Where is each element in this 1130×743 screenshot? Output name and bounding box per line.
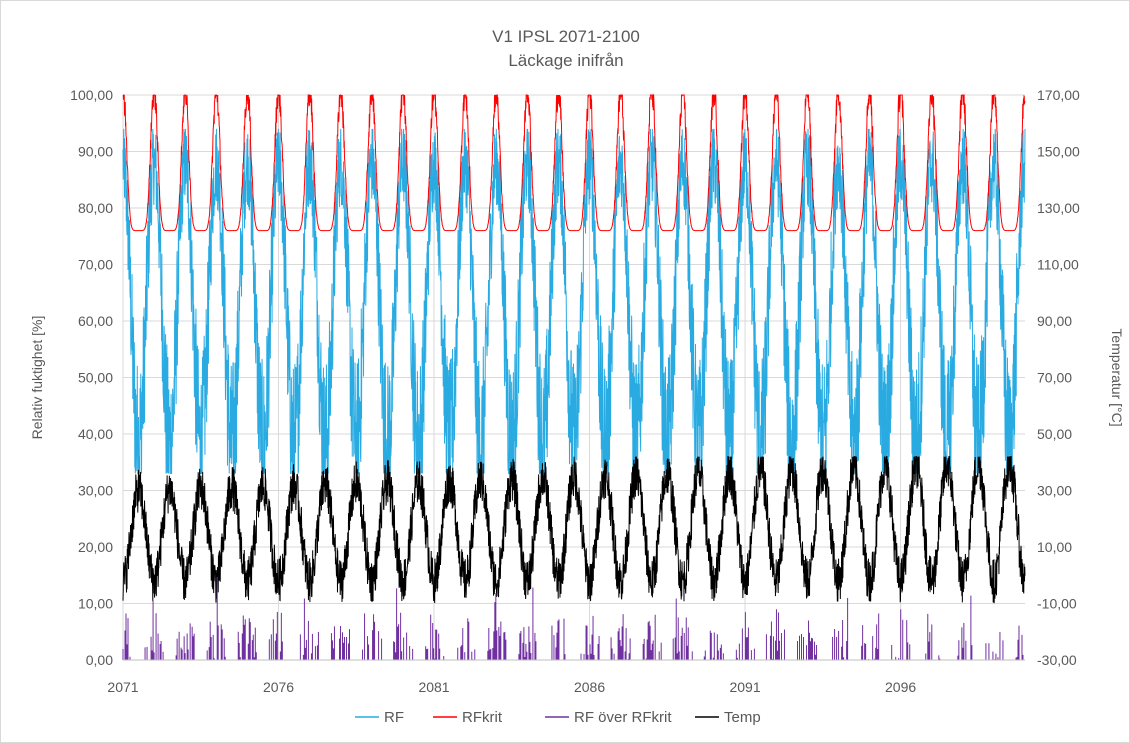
y2-tick-label: 130,00 [1037,200,1080,216]
y-tick-label: 20,00 [78,539,113,555]
y2-tick-label: -10,00 [1037,596,1077,612]
y-tick-label: 0,00 [86,652,113,668]
y2-tick-label: 90,00 [1037,313,1072,329]
x-tick-label: 2081 [418,679,449,695]
series-line-temp [122,456,1026,604]
y-tick-label: 80,00 [78,200,113,216]
legend: RF RFkrit RF över RFkrit Temp [355,709,761,726]
legend-label: RF över RFkrit [574,709,672,726]
x-tick-label: 2071 [107,679,138,695]
chart-title: V1 IPSL 2071-2100 [492,27,640,46]
series-layer [122,93,1026,660]
x-tick-label: 2086 [574,679,605,695]
chart-subtitle: Läckage inifrån [508,51,624,70]
series-line-rfkrit [122,93,1026,232]
y2-tick-label: 10,00 [1037,539,1072,555]
y2-tick-label: 70,00 [1037,370,1072,386]
y2-tick-label: 30,00 [1037,483,1072,499]
y2-tick-label: 170,00 [1037,87,1080,103]
y2-tick-label: -30,00 [1037,652,1077,668]
y2-tick-label: 50,00 [1037,426,1072,442]
legend-label: RFkrit [462,709,503,726]
series-line-rf [122,128,1026,475]
y-axis-title: Relativ fuktighet [%] [29,316,45,440]
y2-tick-label: 110,00 [1037,257,1079,273]
y2-tick-label: 150,00 [1037,144,1080,160]
legend-label: Temp [724,709,761,726]
y-tick-label: 50,00 [78,370,113,386]
y-tick-label: 60,00 [78,313,113,329]
series-line-rf-over-rfkrit [122,576,1024,660]
axes: 0,00 10,00 20,00 30,00 40,00 50,00 60,00 70,00 8… [29,87,1125,695]
x-tick-label: 2091 [729,679,760,695]
y-tick-label: 100,00 [70,87,113,103]
y2-axis-title: Temperatur [°C] [1109,328,1125,426]
y-tick-label: 40,00 [78,426,113,442]
y-tick-label: 10,00 [78,596,113,612]
y-tick-label: 90,00 [78,144,113,160]
y-tick-label: 70,00 [78,257,113,273]
x-tick-label: 2076 [263,679,294,695]
legend-label: RF [384,709,404,726]
x-tick-label: 2096 [885,679,916,695]
y-tick-label: 30,00 [78,483,113,499]
